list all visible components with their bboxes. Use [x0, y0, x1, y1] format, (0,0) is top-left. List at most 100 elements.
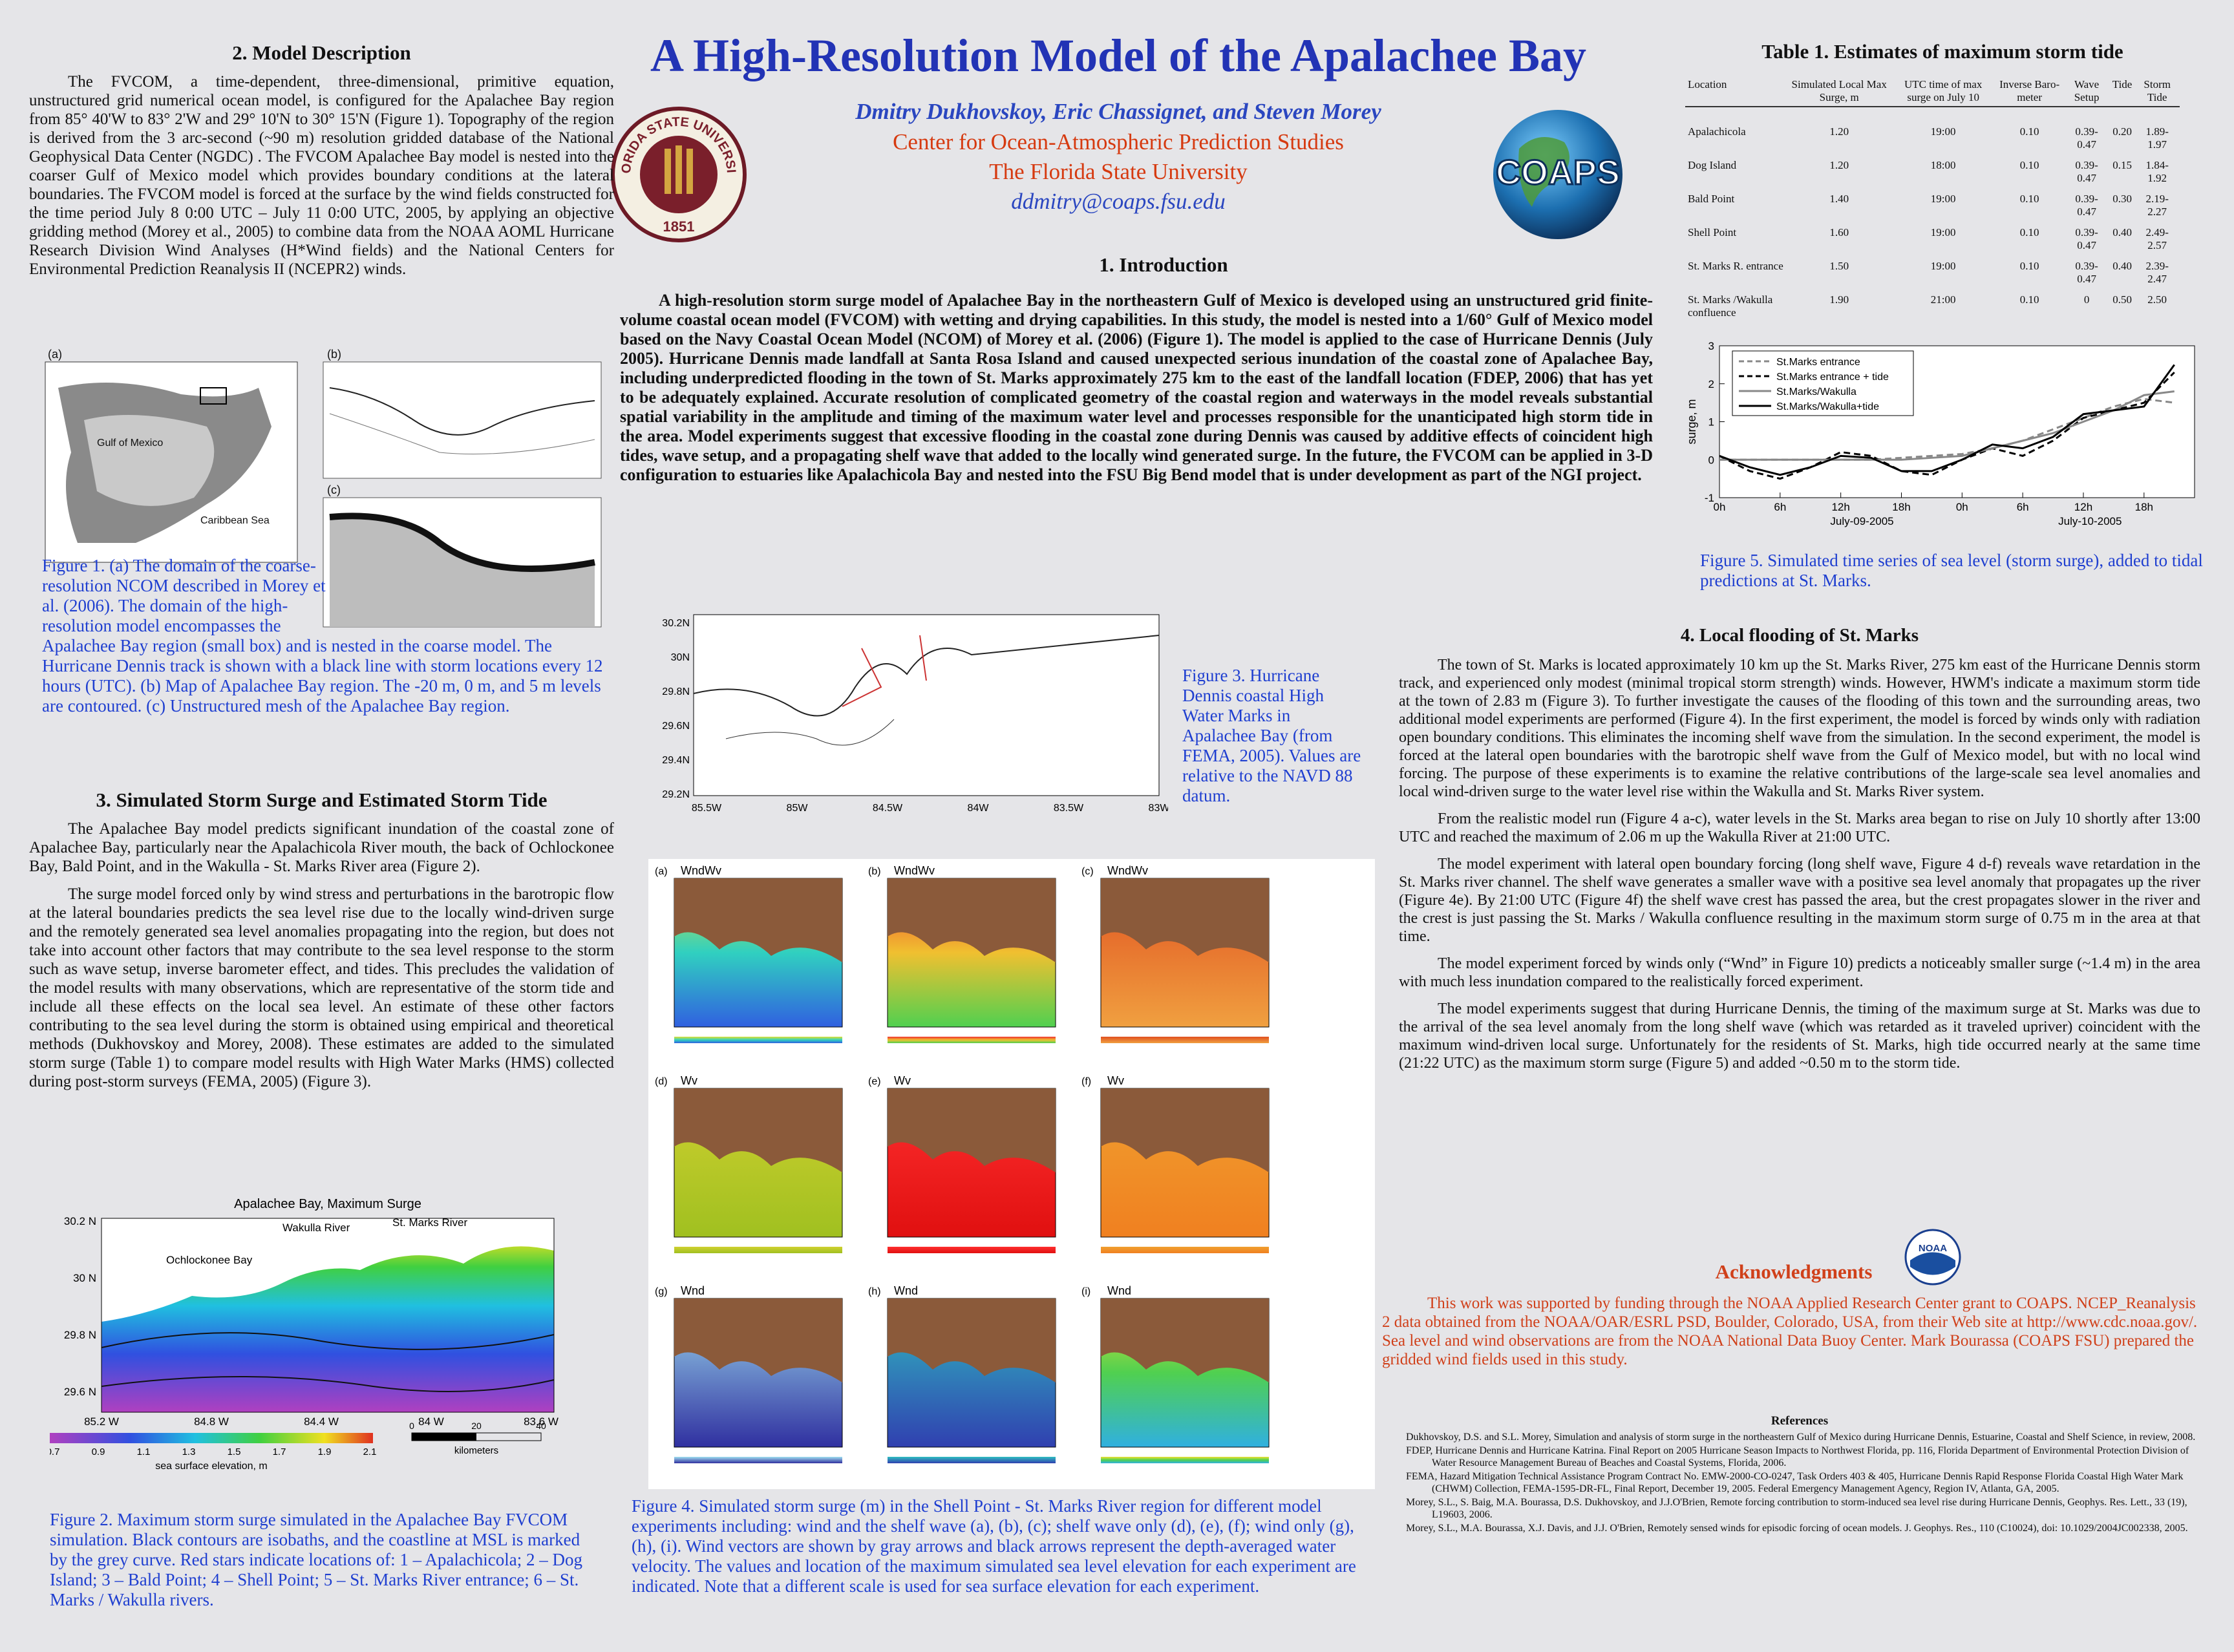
y-tick-label: 1: [1708, 416, 1714, 429]
lon-label: 84.8 W: [194, 1415, 229, 1428]
center: Center for Ocean-Atmospheric Prediction …: [893, 129, 1344, 154]
lat-label: 30.2 N: [64, 1215, 96, 1227]
table-body: Apalachicola 1.20 19:00 0.10 0.39-0.47 0.20 1.…: [1685, 107, 2180, 323]
y-tick-label: 0: [1708, 454, 1714, 466]
header-row: Location Simulated Local Max Surge, m UTC …: [1685, 76, 2180, 107]
table-cell: 0.39-0.47: [2075, 159, 2098, 184]
table-row: Apalachicola 1.20 19:00 0.10 0.39-0.47 0.20 1.…: [1685, 107, 2180, 155]
table: Location Simulated Local Max Surge, m UTC …: [1685, 76, 2180, 323]
x-tick-label: 12h: [2074, 501, 2092, 513]
panel-experiment: Wv: [894, 1074, 911, 1087]
section-heading: Acknowledgments: [1715, 1260, 1873, 1283]
table-cell: 0: [2083, 293, 2090, 306]
panel-land: [1101, 878, 1269, 962]
figure-caption: Figure 4. Simulated storm surge (m) in t…: [632, 1496, 1356, 1596]
figure-4: (a) WndWv (b) WndWv (c) WndWv (d) Wv (e) Wv (f) Wv (…: [648, 859, 1375, 1489]
column-header: Storm Tide: [2134, 76, 2180, 107]
lat-label: 30 N: [73, 1272, 96, 1284]
column-header: Wave Setup: [2063, 76, 2110, 107]
colorbar-label: 0.9: [92, 1446, 105, 1457]
table-title: Table 1. Estimates of maximum storm tide: [1761, 40, 2123, 63]
column-header: Inverse Baro-meter: [1995, 76, 2064, 107]
mesh: [330, 516, 595, 627]
legend-label: St.Marks entrance + tide: [1776, 372, 1889, 383]
paragraph: The Apalachee Bay model predicts signifi…: [29, 820, 614, 875]
legend-box: [1732, 350, 1914, 416]
table-cell: 18:00: [1930, 159, 1956, 171]
table-cell: 0.10: [2019, 159, 2039, 171]
column-header: UTC time of max surge on July 10: [1891, 76, 1995, 107]
table-cell: 1.90: [1829, 293, 1849, 306]
torch: [676, 145, 682, 194]
noaa-logo: NOAA: [1904, 1229, 1961, 1286]
paragraph: The model experiment with lateral open b…: [1399, 856, 2200, 945]
gulf-water: [84, 415, 215, 506]
section-heading: 4. Local flooding of St. Marks: [1680, 625, 1919, 646]
caption-text: Figure 1. (a) The domain of the coarse-r…: [42, 556, 603, 715]
small-box: [200, 387, 227, 405]
table-cell: 0.15: [2112, 159, 2132, 171]
colorbar-label: 1.1: [137, 1446, 151, 1457]
legend-label: St.Marks/Wakulla: [1776, 387, 1856, 397]
place-label: Wakulla River: [282, 1222, 350, 1234]
colorbar-label: 2.1: [363, 1446, 377, 1457]
panel-experiment: WndWv: [894, 864, 935, 877]
torch: [665, 149, 671, 194]
map-frame: [101, 1218, 555, 1413]
lat-label: 29.6N: [662, 721, 690, 732]
table-row: St. Marks R. entrance 1.50 19:00 0.10 0.39-0…: [1685, 256, 2180, 290]
table-cell: 1.84-1.92: [2145, 159, 2169, 184]
authors: Dmitry Dukhovskoy, Eric Chassignet, and …: [855, 99, 1381, 124]
section-heading: 3. Simulated Storm Surge and Estimated S…: [96, 789, 548, 811]
table-cell: 2.39-2.47: [2145, 260, 2169, 285]
colorbar-label: 1.3: [182, 1446, 196, 1457]
table-cell: 0.10: [2019, 193, 2039, 205]
map-title: Apalachee Bay, Maximum Surge: [234, 1197, 421, 1211]
table-head: Location Simulated Local Max Surge, m UTC …: [1685, 76, 2180, 107]
coastline: [693, 635, 1160, 717]
table-cell: 1.60: [1829, 226, 1849, 238]
lat-label: 29.2N: [662, 789, 690, 800]
table-cell: 1.20: [1829, 125, 1849, 138]
table-cell: 2.49-2.57: [2145, 226, 2169, 251]
y-axis-label: surge, m: [1685, 399, 1698, 444]
series-line: [1719, 364, 2175, 476]
panel-land: [674, 1088, 842, 1172]
section-text: The town of St. Marks is located approxi…: [1399, 656, 2200, 1081]
figure-caption: Figure 2. Maximum storm surge simulated …: [50, 1510, 583, 1609]
panel-land: [1101, 1298, 1269, 1382]
lon-label: 85W: [787, 803, 809, 814]
colorbar: [50, 1433, 373, 1443]
panel-land: [674, 1298, 842, 1382]
table-row: Bald Point 1.40 19:00 0.10 0.39-0.47 0.30 2.19…: [1685, 189, 2180, 222]
panel-experiment: Wnd: [894, 1284, 918, 1297]
panel-land: [888, 1088, 1056, 1172]
email: ddmitry@coaps.fsu.edu: [1011, 189, 1226, 214]
acknowledgment-text: This work was supported by funding throu…: [1382, 1295, 2198, 1368]
table-cell: 0.10: [2019, 226, 2039, 238]
lat-label: 30.2N: [662, 618, 690, 629]
fsu-seal: FLORIDA STATE UNIVERSITY 1851: [608, 103, 747, 242]
column-header: Location: [1685, 76, 1787, 107]
map-frame: [693, 614, 1160, 796]
table-cell: 1.50: [1829, 260, 1849, 272]
figure-2: Apalachee Bay, Maximum Surge Wakulla Rive…: [50, 1197, 558, 1472]
panel-letter: (g): [655, 1286, 668, 1297]
lat-label: 29.8N: [662, 686, 690, 697]
table-cell: 2.19-2.27: [2145, 193, 2169, 218]
series-line: [1719, 390, 2175, 461]
x-tick-label: 18h: [2135, 501, 2153, 513]
map-label: Gulf of Mexico: [97, 438, 163, 449]
table-cell: 2.50: [2147, 293, 2167, 306]
section-text: The Apalachee Bay model predicts signifi…: [29, 820, 614, 1100]
coaps-logo: COAPS: [1493, 110, 1622, 239]
panel-letter: (i): [1081, 1286, 1090, 1297]
panel-letter: (h): [868, 1286, 881, 1297]
colorbar-title: sea surface elevation, m: [155, 1461, 267, 1472]
scale-label: 40: [536, 1421, 546, 1431]
table-cell: Bald Point: [1688, 193, 1735, 205]
lon-label: 83.5W: [1054, 803, 1084, 814]
lon-label: 83W: [1149, 803, 1168, 814]
